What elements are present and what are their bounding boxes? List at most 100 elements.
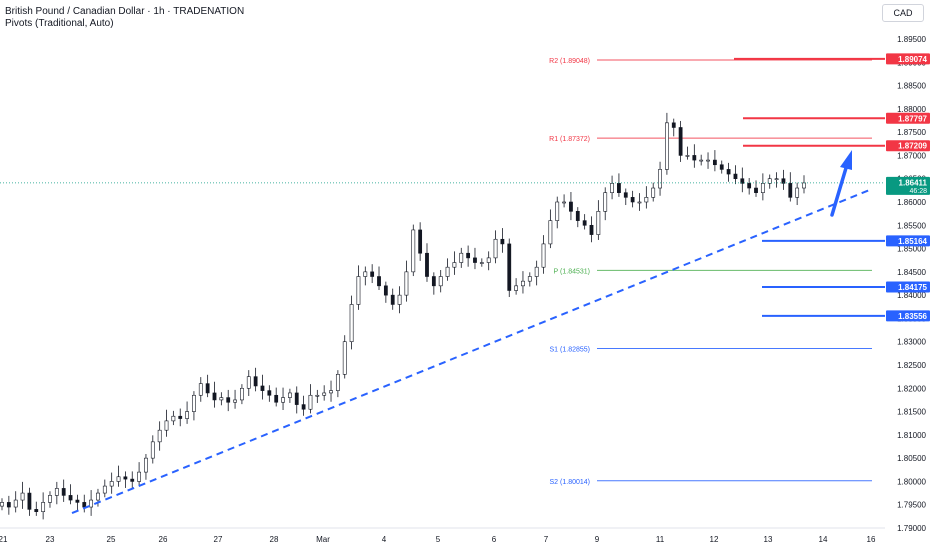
- support-tag: 1.84175: [898, 283, 927, 292]
- candle-body: [699, 159, 704, 162]
- current-price-tag-bg: [886, 176, 930, 195]
- candle-body: [130, 478, 135, 482]
- candle-body: [637, 201, 642, 204]
- candle-body: [589, 224, 594, 235]
- candle-body: [308, 394, 313, 410]
- candle-body: [425, 252, 429, 277]
- candle-body: [123, 476, 128, 480]
- candle-body: [27, 492, 32, 510]
- resistance-tag-bg: [886, 53, 930, 65]
- support-tag-bg: [886, 281, 930, 293]
- candle-body: [390, 294, 395, 305]
- candle-body: [322, 392, 327, 396]
- candle-body: [706, 159, 710, 162]
- y-tick-label: 1.87500: [897, 128, 926, 137]
- y-tick-label: 1.87000: [897, 151, 926, 160]
- candle-body: [61, 488, 66, 496]
- candle-body: [267, 390, 272, 396]
- candle-body: [171, 415, 176, 422]
- candle-body: [466, 252, 471, 259]
- candle-body: [712, 159, 717, 166]
- candle-body: [733, 173, 738, 180]
- candle-body: [726, 169, 731, 175]
- candle-body: [144, 457, 148, 473]
- candle-body: [150, 441, 155, 459]
- candle-body: [363, 271, 368, 277]
- candle-body: [370, 271, 375, 277]
- trendline: [71, 188, 873, 515]
- candle-body: [610, 183, 614, 193]
- candle-body: [548, 220, 553, 245]
- y-tick-label: 1.84500: [897, 268, 926, 277]
- time-axis: 21 23 25 26 27 28 Mar 4 5 6 7 9 11 12 13 14 16: [0, 527, 885, 544]
- candle-body: [219, 397, 224, 401]
- candle-body: [541, 243, 546, 268]
- candle-body: [383, 285, 388, 296]
- candle-body: [260, 385, 265, 391]
- candle-body: [198, 383, 203, 396]
- x-tick-label: 6: [492, 535, 497, 544]
- candle-body: [377, 276, 381, 287]
- candle-body: [34, 509, 39, 513]
- y-tick-label: 1.82500: [897, 361, 926, 370]
- x-tick-label: 4: [382, 535, 387, 544]
- candle-body: [452, 262, 457, 268]
- candle-body: [281, 397, 285, 403]
- candle-body: [240, 387, 244, 401]
- x-tick-label: 14: [819, 535, 828, 544]
- candle-body: [246, 376, 251, 389]
- candle-body: [233, 399, 237, 403]
- y-tick-label: 1.79000: [897, 524, 926, 533]
- candle-body: [781, 178, 786, 184]
- x-tick-label: 28: [270, 535, 279, 544]
- symbol-title: British Pound / Canadian Dollar · 1h · T…: [5, 6, 245, 17]
- y-tick-label: 1.88500: [897, 82, 926, 91]
- candle-body: [20, 492, 25, 501]
- candle-body: [109, 481, 114, 487]
- candle-body: [774, 178, 779, 181]
- candle-body: [157, 429, 162, 443]
- candle-body: [514, 285, 519, 291]
- resistance-tag: 1.89074: [898, 55, 927, 64]
- y-tick-label: 1.81000: [897, 431, 926, 440]
- y-tick-label: 1.84000: [897, 291, 926, 300]
- y-tick-label: 1.86000: [897, 198, 926, 207]
- x-tick-label: 25: [107, 535, 116, 544]
- candle-body: [102, 485, 107, 494]
- x-tick-label: 23: [46, 535, 55, 544]
- candle-body: [96, 492, 100, 501]
- candle-body: [500, 238, 505, 245]
- candle-body: [658, 169, 662, 189]
- candle-body: [116, 476, 121, 482]
- candle-body: [89, 499, 94, 508]
- candle-body: [767, 178, 772, 184]
- candle-body: [596, 211, 601, 235]
- candle-body: [569, 201, 573, 212]
- candle-body: [342, 341, 347, 375]
- candle-body: [644, 197, 649, 203]
- candle-body: [418, 229, 423, 254]
- currency-button[interactable]: CAD: [882, 4, 924, 22]
- pivot-label: S2 (1.80014): [550, 479, 590, 486]
- x-tick-label: 12: [710, 535, 719, 544]
- candle-body: [562, 201, 566, 204]
- candle-body: [349, 304, 354, 343]
- pivot-label: P (1.84531): [554, 268, 590, 275]
- candle-body: [685, 155, 690, 157]
- candle-body: [82, 502, 87, 508]
- candle-body: [75, 499, 80, 503]
- pivot-label: R2 (1.89048): [549, 58, 590, 65]
- candle-body: [760, 183, 765, 193]
- support-tag: 1.85164: [898, 237, 927, 246]
- candle-body: [534, 266, 539, 277]
- candle-body: [205, 383, 210, 394]
- y-tick-label: 1.80500: [897, 454, 926, 463]
- candle-body: [294, 392, 299, 405]
- candle-body: [48, 495, 52, 503]
- pivot-label: S1 (1.82855): [550, 346, 590, 353]
- y-tick-label: 1.83000: [897, 338, 926, 347]
- candle-body: [507, 243, 512, 291]
- y-tick-label: 1.88000: [897, 105, 926, 114]
